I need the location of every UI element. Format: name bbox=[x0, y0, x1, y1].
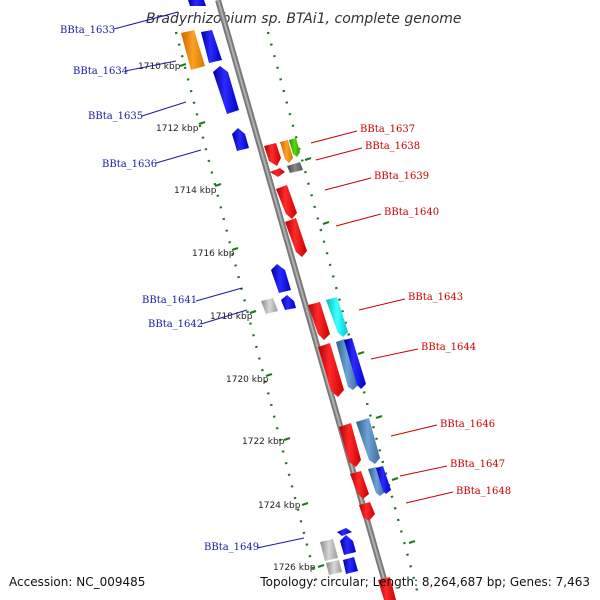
gene-arrow-bbta-1646-steel[interactable] bbox=[356, 418, 380, 464]
kbp-label-1718: 1718 kbp bbox=[210, 312, 253, 322]
gene-arrow-bbta-1647-blue[interactable] bbox=[376, 466, 391, 494]
gene-arrow-bbta-1644-blue[interactable] bbox=[344, 338, 366, 389]
gene-arrow-bbta-1649-blue-2[interactable] bbox=[337, 528, 352, 536]
left-connectors bbox=[113, 11, 305, 549]
gene-arrow-top[interactable] bbox=[188, 0, 206, 6]
kbp-label-1720: 1720 kbp bbox=[226, 375, 269, 385]
kbp-label-1726: 1726 kbp bbox=[273, 563, 316, 573]
right-guide-line bbox=[266, 31, 420, 595]
gene-label-bbta-1633[interactable]: BBta_1633 bbox=[60, 25, 115, 36]
gene-arrow-bbta-1639-small[interactable] bbox=[270, 168, 285, 177]
gene-arrow-bbta-1638-orange[interactable] bbox=[280, 140, 293, 163]
gene-arrow-bbta-1637[interactable] bbox=[264, 143, 281, 166]
gene-arrow-bbta-1649-gray[interactable] bbox=[320, 539, 338, 561]
gene-arrow-bbta-1647-red[interactable] bbox=[350, 471, 369, 499]
gene-arrow-bbta-1640[interactable] bbox=[285, 218, 307, 257]
gene-arrow-bbta-1648[interactable] bbox=[359, 502, 375, 521]
gene-arrow-bbta-1643-red[interactable] bbox=[308, 302, 330, 340]
gene-arrow-bbta-1634-orange[interactable] bbox=[181, 30, 205, 70]
gene-arrow-bbta-1639-dark[interactable] bbox=[287, 162, 303, 173]
gene-label-bbta-1648[interactable]: BBta_1648 bbox=[456, 486, 511, 497]
gene-arrow-bbta-1642-gray[interactable] bbox=[261, 298, 278, 314]
gene-arrow-bbta-1638-green[interactable] bbox=[289, 138, 300, 157]
gene-arrow-bbta-1639[interactable] bbox=[276, 185, 297, 219]
gene-arrow-bbta-1644-red[interactable] bbox=[318, 343, 344, 397]
gene-arrow-bbta-1649-blue-3[interactable] bbox=[343, 557, 358, 574]
accession-text: Accession: NC_009485 bbox=[9, 575, 146, 589]
gene-arrow-bbta-1646-red[interactable] bbox=[339, 423, 361, 467]
gene-label-bbta-1641[interactable]: BBta_1641 bbox=[142, 295, 197, 306]
gene-arrow-bbta-1643-cyan[interactable] bbox=[326, 297, 348, 337]
kbp-label-1714: 1714 kbp bbox=[174, 186, 217, 196]
gene-arrow-bbta-1635[interactable] bbox=[213, 66, 239, 114]
gene-arrow-bbta-1644-steel[interactable] bbox=[336, 339, 358, 390]
gene-arrow-bbta-1634-blue[interactable] bbox=[201, 30, 222, 63]
gene-arrow-bbta-1647-steel[interactable] bbox=[368, 467, 385, 496]
gene-label-bbta-1636[interactable]: BBta_1636 bbox=[102, 159, 157, 170]
gene-label-bbta-1638[interactable]: BBta_1638 bbox=[365, 141, 420, 152]
gene-arrow-bbta-1641[interactable] bbox=[271, 264, 291, 293]
gene-arrow-bottom-red[interactable] bbox=[378, 577, 396, 600]
gene-label-bbta-1646[interactable]: BBta_1646 bbox=[440, 419, 495, 430]
gene-label-bbta-1647[interactable]: BBta_1647 bbox=[450, 459, 505, 470]
kbp-label-1716: 1716 kbp bbox=[192, 249, 235, 259]
right-ticks bbox=[304, 156, 416, 545]
gene-arrow-bbta-1649-gray-2[interactable] bbox=[326, 560, 342, 575]
kbp-label-1712: 1712 kbp bbox=[156, 124, 199, 134]
kbp-label-1722: 1722 kbp bbox=[242, 437, 285, 447]
backbone-highlight bbox=[217, 0, 391, 600]
left-ticks bbox=[179, 62, 325, 569]
gene-label-bbta-1635[interactable]: BBta_1635 bbox=[88, 111, 143, 122]
gene-arrow-bbta-1649-blue[interactable] bbox=[340, 535, 356, 555]
gene-label-bbta-1640[interactable]: BBta_1640 bbox=[384, 207, 439, 218]
gene-arrow-bbta-1642-blue[interactable] bbox=[281, 295, 296, 310]
gene-label-bbta-1637[interactable]: BBta_1637 bbox=[360, 124, 415, 135]
map-title: Bradyrhizobium sp. BTAi1, complete genom… bbox=[146, 11, 462, 27]
kbp-label-1710: 1710 kbp bbox=[138, 62, 181, 72]
gene-label-bbta-1639[interactable]: BBta_1639 bbox=[374, 171, 429, 182]
gene-arrow-bbta-1636[interactable] bbox=[232, 128, 249, 151]
gene-label-bbta-1634[interactable]: BBta_1634 bbox=[73, 66, 128, 77]
gene-label-bbta-1649[interactable]: BBta_1649 bbox=[204, 542, 259, 553]
topology-text: Topology: circular; Length: 8,264,687 bp… bbox=[260, 575, 590, 589]
right-connectors bbox=[310, 130, 454, 504]
gene-label-bbta-1644[interactable]: BBta_1644 bbox=[421, 342, 476, 353]
gene-label-bbta-1642[interactable]: BBta_1642 bbox=[148, 319, 203, 330]
kbp-label-1724: 1724 kbp bbox=[258, 501, 301, 511]
gene-label-bbta-1643[interactable]: BBta_1643 bbox=[408, 292, 463, 303]
